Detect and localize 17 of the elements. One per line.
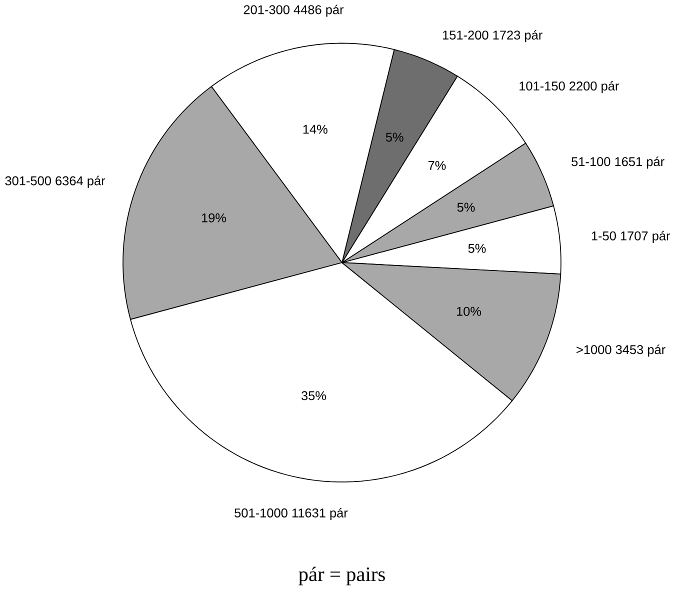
- data-label: 5%: [468, 244, 486, 253]
- slice-label: 101-150 2200 pár: [520, 81, 619, 94]
- slice-label: 51-100 1651 pár: [572, 156, 664, 169]
- slice-label: 301-500 6364 pár: [5, 176, 106, 188]
- data-label: 5%: [386, 132, 404, 142]
- slice-label: 201-300 4486 pár: [244, 4, 344, 17]
- data-label: 14%: [303, 124, 328, 134]
- slice-label: 501-1000 11631 pár: [234, 508, 348, 520]
- data-label: 10%: [456, 306, 482, 316]
- slice-label: 151-200 1723 pár: [443, 30, 542, 42]
- data-label: 19%: [202, 213, 226, 222]
- data-label: 35%: [301, 391, 326, 400]
- text: pár = pairs: [298, 566, 385, 586]
- slice-label: >1000 3453 pár: [576, 344, 666, 357]
- data-label: 5%: [457, 202, 475, 212]
- slice-label: 1-50 1707 pár: [592, 230, 670, 243]
- data-label: 7%: [428, 160, 446, 170]
